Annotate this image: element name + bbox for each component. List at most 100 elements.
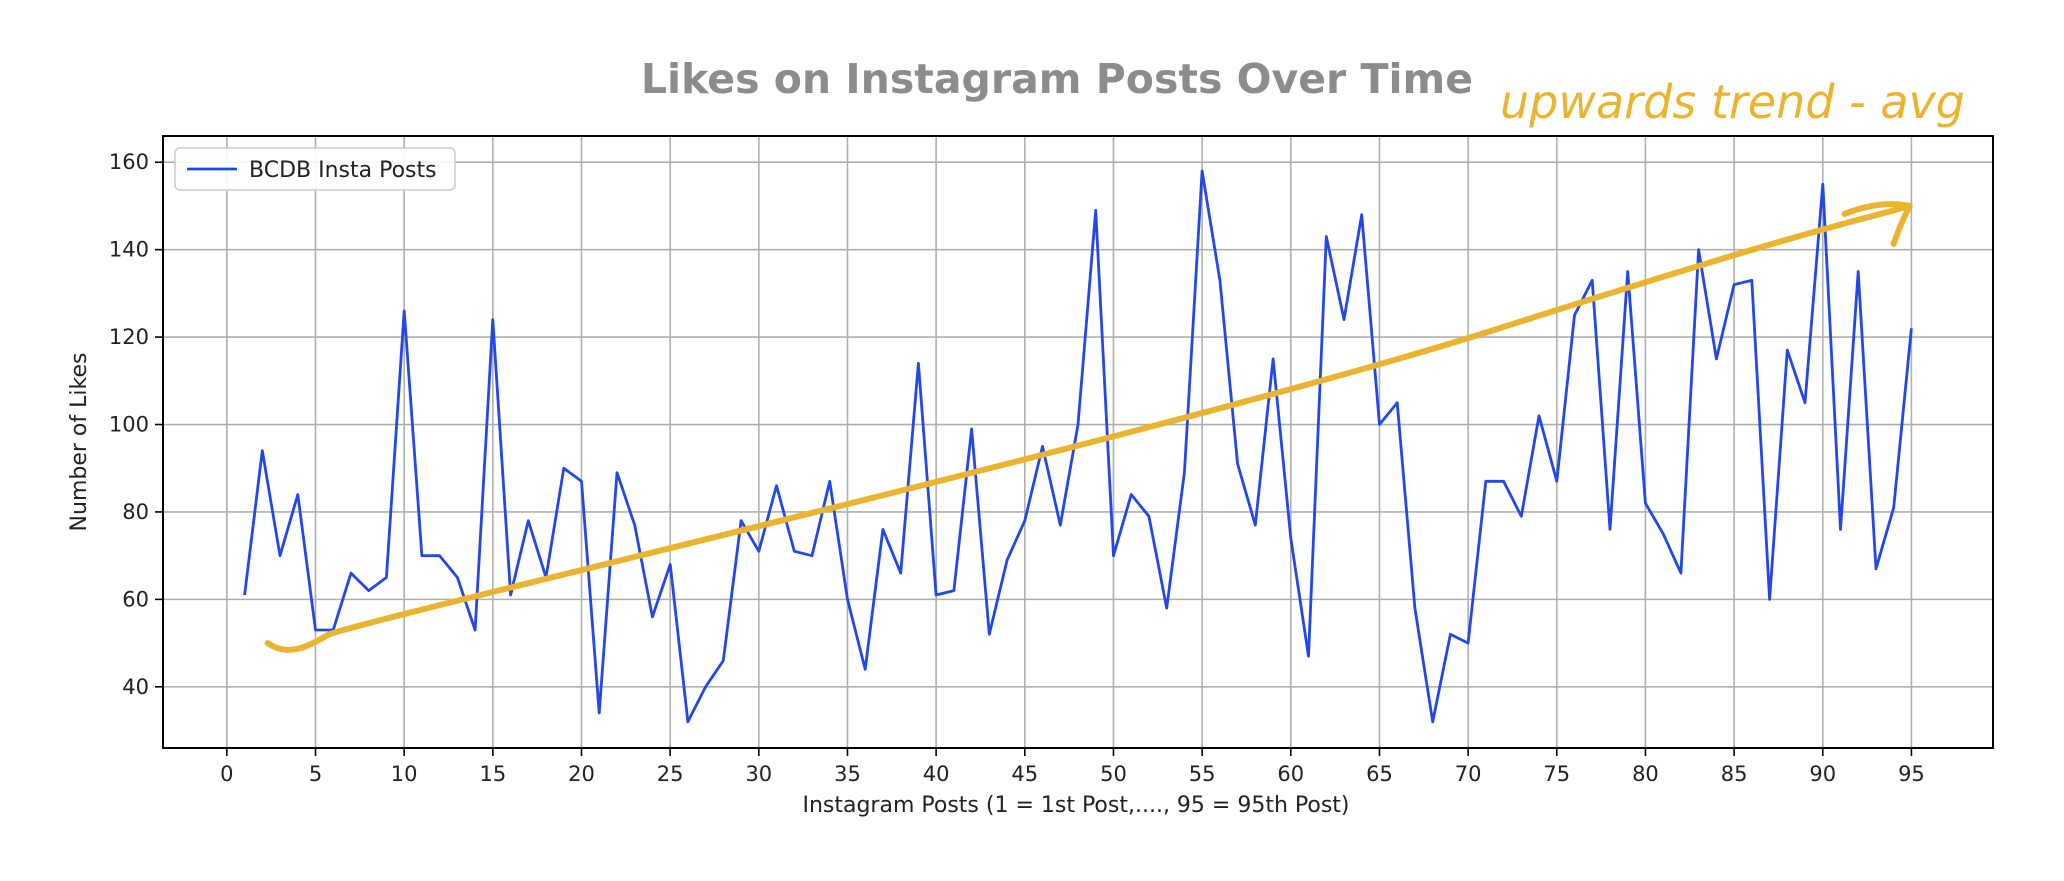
data-point: [261, 450, 263, 452]
data-point: [1609, 528, 1611, 530]
x-axis-ticks: 0 5 10 15 20 25 30 35 40 45 50 55 60 65 70 75 80 85 90 95: [220, 748, 1925, 786]
data-point: [1361, 214, 1363, 216]
data-point: [474, 629, 476, 631]
y-tick-label: 100: [109, 413, 149, 437]
data-point: [421, 555, 423, 557]
data-point: [1893, 507, 1895, 509]
data-point: [527, 520, 529, 522]
data-point: [1077, 424, 1079, 426]
data-point: [1006, 559, 1008, 561]
x-tick-label: 15: [479, 762, 506, 786]
data-point: [563, 467, 565, 469]
x-tick-label: 70: [1455, 762, 1482, 786]
data-point: [315, 629, 317, 631]
x-tick-label: 90: [1809, 762, 1836, 786]
x-tick-label: 60: [1277, 762, 1304, 786]
data-point: [1910, 327, 1912, 329]
x-tick-label: 55: [1189, 762, 1216, 786]
data-point: [793, 550, 795, 552]
data-point: [1396, 402, 1398, 404]
x-axis-label: Instagram Posts (1 = 1st Post,...., 95 =…: [802, 793, 1349, 818]
data-point: [935, 594, 937, 596]
data-point: [1485, 480, 1487, 482]
data-point: [1875, 568, 1877, 570]
x-tick-label: 25: [657, 762, 684, 786]
data-point: [1804, 402, 1806, 404]
y-tick-label: 120: [109, 325, 149, 349]
x-tick-label: 45: [1011, 762, 1038, 786]
data-point: [864, 668, 866, 670]
x-tick-label: 75: [1543, 762, 1570, 786]
data-point: [1786, 349, 1788, 351]
trend-arrow-head: [1841, 201, 1913, 247]
data-point: [882, 528, 884, 530]
y-tick-label: 160: [109, 150, 149, 174]
data-point: [687, 721, 689, 723]
data-point: [1503, 480, 1505, 482]
x-tick-label: 85: [1721, 762, 1748, 786]
x-tick-label: 65: [1366, 762, 1393, 786]
data-point: [669, 563, 671, 565]
data-point: [1059, 524, 1061, 526]
data-point: [1644, 502, 1646, 504]
data-point: [1379, 424, 1381, 426]
data-point: [1113, 555, 1115, 557]
data-point: [1254, 524, 1256, 526]
x-tick-label: 80: [1632, 762, 1659, 786]
data-point: [917, 362, 919, 364]
x-tick-label: 30: [745, 762, 772, 786]
x-tick-label: 10: [391, 762, 418, 786]
data-point: [953, 590, 955, 592]
data-point: [456, 577, 458, 579]
data-point: [1414, 607, 1416, 609]
data-point: [847, 598, 849, 600]
data-point: [1237, 463, 1239, 465]
data-point: [1024, 520, 1026, 522]
data-point: [1857, 271, 1859, 273]
chart-title: Likes on Instagram Posts Over Time: [641, 55, 1473, 103]
data-point: [1538, 415, 1540, 417]
data-point: [403, 310, 405, 312]
data-point: [385, 577, 387, 579]
data-point: [1201, 170, 1203, 172]
data-point: [1574, 314, 1576, 316]
data-point: [1449, 633, 1451, 635]
data-point: [1095, 209, 1097, 211]
y-tick-label: 40: [122, 675, 149, 699]
y-axis-ticks: 40 60 80 100 120 140 160: [109, 150, 163, 699]
legend-box: [174, 147, 456, 191]
x-tick-label: 35: [834, 762, 861, 786]
y-axis-label: Number of Likes: [67, 353, 92, 532]
legend: BCDB Insta Posts: [174, 147, 456, 191]
series-line: [243, 169, 1913, 724]
y-tick-label: 60: [122, 587, 149, 611]
data-point: [368, 590, 370, 592]
data-point: [1325, 236, 1327, 238]
y-tick-label: 80: [122, 500, 149, 524]
x-tick-label: 0: [220, 762, 233, 786]
data-point: [350, 572, 352, 574]
trend-arrow-line: [264, 202, 1913, 653]
data-point: [1769, 598, 1771, 600]
data-point: [1591, 279, 1593, 281]
data-point: [1290, 537, 1292, 539]
data-point: [1130, 494, 1132, 496]
data-point: [616, 472, 618, 474]
data-point: [1520, 515, 1522, 517]
trend-annotation: upwards trend - avg: [264, 75, 1965, 653]
x-tick-label: 5: [309, 762, 322, 786]
data-point: [1219, 279, 1221, 281]
data-point: [829, 480, 831, 482]
data-point: [1751, 279, 1753, 281]
data-point: [900, 572, 902, 574]
data-point: [722, 660, 724, 662]
legend-label: BCDB Insta Posts: [249, 158, 437, 183]
data-point: [971, 428, 973, 430]
data-point: [1662, 533, 1664, 535]
data-point: [651, 616, 653, 618]
data-point: [988, 633, 990, 635]
data-point: [1467, 642, 1469, 644]
x-tick-label: 20: [568, 762, 595, 786]
plot-area-frame: [162, 135, 1994, 749]
